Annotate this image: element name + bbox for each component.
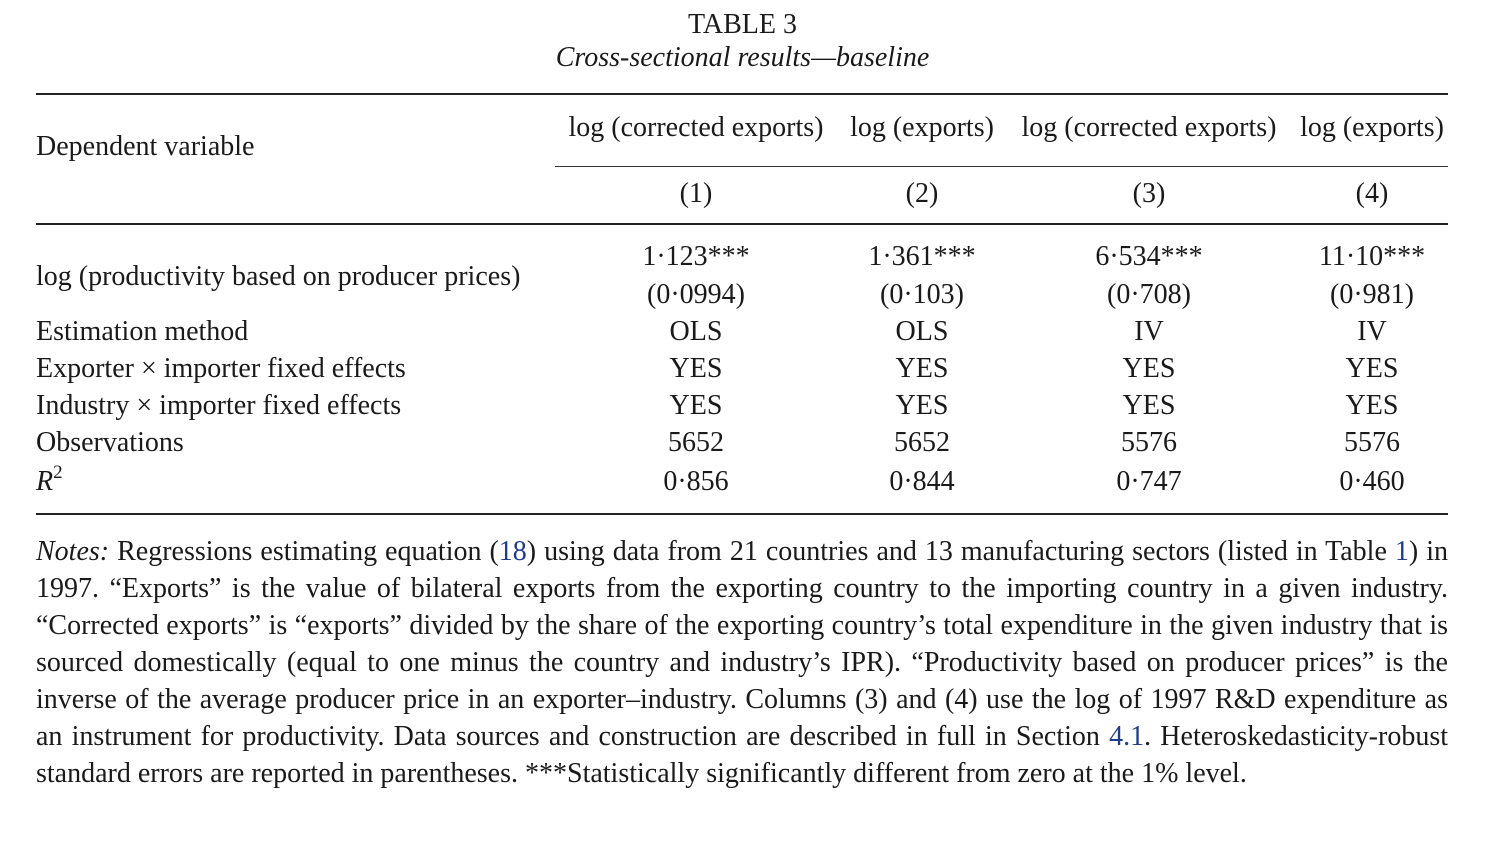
column-header-2: log (exports) (850, 112, 994, 143)
observations-1: 5652 (668, 427, 724, 458)
se-3: (0·708) (1107, 279, 1191, 310)
estimation-method-label: Estimation method (36, 316, 249, 347)
table-subtitle: Cross-sectional results—baseline (555, 42, 930, 73)
observations-4: 5576 (1344, 427, 1400, 458)
notes-text-3: ) in 1997. “Exports” is the value of bil… (36, 536, 1448, 752)
notes-text-1: Regressions estimating equation ( (109, 536, 499, 567)
se-2: (0·103) (880, 279, 964, 310)
r-squared-exponent: 2 (53, 461, 63, 483)
equation-link[interactable]: 18 (498, 536, 527, 567)
se-1: (0·0994) (647, 279, 745, 310)
notes-lead: Notes: (36, 536, 110, 567)
exporter-importer-fe-label: Exporter × importer fixed effects (36, 353, 406, 384)
observations-label: Observations (36, 427, 184, 458)
section-link[interactable]: 4.1 (1109, 721, 1145, 752)
table-title: TABLE 3 (688, 9, 797, 40)
industry-importer-fe-label: Industry × importer fixed effects (36, 390, 402, 421)
exporter-importer-fe-2: YES (895, 353, 949, 384)
coef-4: 11·10*** (1318, 241, 1426, 272)
column-header-3: log (corrected exports) (1021, 112, 1277, 143)
coef-2: 1·361*** (868, 241, 976, 272)
industry-importer-fe-2: YES (895, 390, 949, 421)
exporter-importer-fe-4: YES (1345, 353, 1399, 384)
column-number-1: (1) (679, 178, 713, 209)
notes-text-2: ) using data from 21 countries and 13 ma… (526, 536, 1395, 567)
r-squared-base: R (36, 466, 54, 497)
column-number-4: (4) (1355, 178, 1389, 209)
estimation-method-2: OLS (895, 316, 949, 347)
header-subrule (555, 166, 1448, 167)
industry-importer-fe-4: YES (1345, 390, 1399, 421)
industry-importer-fe-3: YES (1122, 390, 1176, 421)
observations-3: 5576 (1121, 427, 1177, 458)
column-number-3: (3) (1132, 178, 1166, 209)
productivity-row-label: log (productivity based on producer pric… (36, 261, 521, 292)
coef-1: 1·123*** (642, 241, 750, 272)
table-link[interactable]: 1 (1394, 536, 1409, 567)
estimation-method-4: IV (1357, 316, 1387, 347)
table-notes: Notes: Regressions estimating equation (… (36, 533, 1448, 792)
column-header-4: log (exports) (1300, 112, 1444, 143)
r-squared-4: 0·460 (1339, 466, 1405, 497)
column-number-2: (2) (905, 178, 939, 209)
r-squared-1: 0·856 (663, 466, 729, 497)
column-header-1: log (corrected exports) (568, 112, 824, 143)
estimation-method-3: IV (1134, 316, 1164, 347)
exporter-importer-fe-1: YES (669, 353, 723, 384)
r-squared-3: 0·747 (1116, 466, 1182, 497)
dependent-variable-label: Dependent variable (36, 131, 255, 162)
r-squared-label: R2 (36, 461, 63, 499)
estimation-method-1: OLS (669, 316, 723, 347)
r-squared-2: 0·844 (889, 466, 955, 497)
observations-2: 5652 (894, 427, 950, 458)
bottom-rule (36, 513, 1448, 515)
exporter-importer-fe-3: YES (1122, 353, 1176, 384)
se-4: (0·981) (1330, 279, 1414, 310)
industry-importer-fe-1: YES (669, 390, 723, 421)
top-rule (36, 93, 1448, 95)
header-rule (36, 223, 1448, 225)
coef-3: 6·534*** (1095, 241, 1203, 272)
notes-text-4: . Heteroskedasticity-robust standard err… (36, 721, 1448, 789)
